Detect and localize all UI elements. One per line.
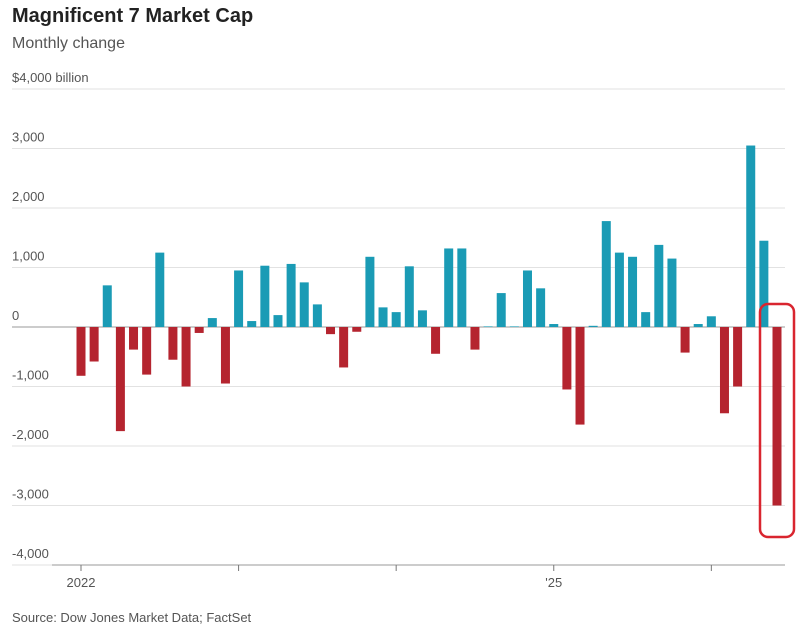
bar	[194, 327, 204, 333]
highlight-box	[758, 302, 796, 539]
bar	[628, 256, 638, 327]
bar	[431, 327, 441, 354]
y-tick-label: 2,000	[12, 189, 45, 204]
y-tick-label: 3,000	[12, 130, 45, 145]
bar	[641, 312, 651, 327]
bar	[444, 248, 454, 327]
bar	[706, 316, 716, 327]
bar	[391, 312, 401, 327]
bar	[746, 145, 756, 327]
x-tick-label: 2022	[67, 575, 96, 590]
bar	[76, 327, 86, 376]
bar	[575, 327, 585, 425]
bar	[286, 263, 296, 327]
bar	[549, 324, 559, 327]
bar	[142, 327, 152, 375]
bar	[365, 256, 375, 327]
chart-title: Magnificent 7 Market Cap	[12, 5, 253, 27]
y-tick-label: 0	[12, 308, 19, 323]
source-note: Source: Dow Jones Market Data; FactSet	[12, 610, 252, 625]
bar	[759, 240, 769, 327]
bar	[312, 304, 322, 327]
y-tick-label: 1,000	[12, 249, 45, 264]
bar	[273, 315, 283, 327]
bar	[234, 270, 244, 327]
bar	[470, 327, 480, 350]
bar	[207, 318, 217, 327]
bar	[509, 326, 519, 327]
bar	[522, 270, 532, 327]
bar	[772, 327, 782, 506]
bar	[733, 327, 743, 387]
bar	[155, 252, 165, 327]
bar	[168, 327, 178, 360]
y-tick-label: -2,000	[12, 427, 49, 442]
y-tick-label: $4,000 billion	[12, 70, 89, 85]
bar	[562, 327, 572, 390]
bar	[601, 221, 611, 327]
bar	[299, 282, 309, 327]
x-tick-label: '25	[545, 575, 562, 590]
bar	[496, 293, 506, 327]
bar	[378, 307, 388, 327]
bar	[654, 244, 664, 327]
bar	[89, 327, 99, 362]
bar	[614, 252, 624, 327]
bar	[680, 327, 690, 353]
y-tick-label: -4,000	[12, 546, 49, 561]
bar	[536, 288, 546, 327]
bar	[220, 327, 230, 384]
chart-subtitle: Monthly change	[12, 35, 125, 52]
bar	[247, 321, 257, 327]
bar	[339, 327, 349, 368]
bar	[181, 327, 191, 387]
bar	[667, 258, 677, 327]
bar	[588, 325, 598, 327]
bar	[260, 265, 270, 327]
bar	[693, 324, 703, 327]
bar	[417, 310, 427, 327]
y-tick-label: -1,000	[12, 368, 49, 383]
bar	[352, 327, 362, 332]
bar	[326, 327, 336, 335]
bar	[404, 266, 414, 327]
bar	[102, 285, 112, 327]
bar	[129, 327, 139, 350]
bar	[115, 327, 125, 432]
bar	[719, 327, 729, 414]
bar	[483, 326, 493, 327]
y-tick-label: -3,000	[12, 487, 49, 502]
bar	[457, 248, 467, 327]
